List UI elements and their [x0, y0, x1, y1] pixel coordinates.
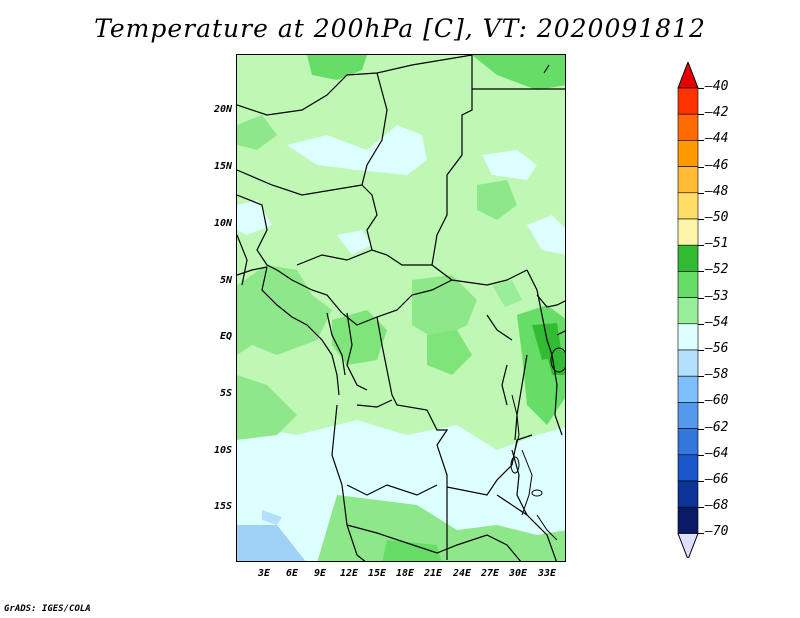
y-tick-label: 5N — [219, 275, 232, 286]
y-tick-label: 10N — [213, 218, 232, 229]
colorbar-tick — [698, 271, 704, 273]
colorbar-segment — [677, 218, 699, 246]
colorbar-segment — [677, 113, 699, 141]
colorbar-tick — [698, 481, 704, 482]
colorbar-label: –66 — [705, 472, 729, 487]
y-tick-label: 10S — [213, 445, 232, 456]
colorbar-tick — [698, 350, 704, 351]
lakes — [510, 64, 565, 541]
colorbar-tick — [698, 166, 704, 168]
colorbar-tick — [698, 376, 704, 378]
colorbar-tick — [698, 219, 704, 220]
colorbar-label: –44 — [705, 131, 729, 147]
y-tick-label: 20N — [213, 104, 232, 115]
colorbar-segment — [677, 428, 699, 456]
colorbar-label: –51 — [705, 236, 729, 252]
colorbar-segment — [677, 87, 699, 115]
colorbar-label: –42 — [705, 105, 729, 121]
x-tick-label: 33E — [537, 568, 557, 579]
colorbar-label: –46 — [705, 157, 729, 173]
colorbar-segment — [677, 297, 699, 325]
colorbar-label: –62 — [705, 419, 729, 435]
colorbar-tick — [698, 323, 704, 325]
colorbar-segment — [677, 402, 699, 429]
colorbar-segment — [677, 271, 699, 298]
y-tick-label: 15N — [213, 161, 232, 172]
country-borders — [237, 55, 565, 561]
colorbar-label: –40 — [705, 79, 729, 94]
colorbar-label: –70 — [705, 524, 729, 540]
colorbar-tick — [698, 402, 704, 404]
colorbar-tick — [698, 114, 704, 116]
colorbar-label: –60 — [705, 393, 729, 409]
x-tick-label: 18E — [395, 568, 415, 579]
colorbar-tick — [698, 140, 704, 142]
x-tick-label: 6E — [285, 568, 299, 579]
colorbar-label: –53 — [705, 288, 729, 304]
map-title: Temperature at 200hPa [C], VT: 202009181… — [94, 14, 706, 43]
x-tick-label: 24E — [452, 568, 472, 579]
temperature-field-map — [237, 55, 565, 561]
footer-credit: GrADS: IGES/COLA — [4, 604, 91, 614]
colorbar — [677, 62, 699, 558]
colorbar-tick — [698, 192, 704, 194]
colorbar-segment — [677, 480, 699, 508]
colorbar-segment — [677, 454, 699, 482]
colorbar-segment — [677, 244, 699, 272]
colorbar-segment — [677, 506, 699, 534]
colorbar-label: –52 — [705, 262, 729, 278]
colorbar-tick — [698, 533, 704, 535]
colorbar-tick — [698, 507, 704, 509]
x-tick-label: 15E — [367, 568, 387, 579]
x-tick-label: 3E — [257, 568, 271, 579]
colorbar-label: –54 — [705, 314, 729, 330]
y-tick-label: 5S — [219, 388, 232, 399]
x-tick-label: 9E — [313, 568, 327, 579]
colorbar-segment — [677, 166, 699, 194]
colorbar-label: –64 — [705, 445, 729, 461]
colorbar-segment — [677, 349, 699, 377]
x-tick-label: 21E — [423, 568, 443, 579]
colorbar-bottom-triangle — [677, 532, 699, 558]
colorbar-tick — [698, 454, 704, 456]
colorbar-label: –50 — [705, 210, 729, 225]
colorbar-segment — [677, 375, 699, 403]
colorbar-top-triangle — [677, 62, 699, 89]
colorbar-tick — [698, 88, 704, 89]
colorbar-tick — [698, 428, 704, 430]
colorbar-segment — [677, 192, 699, 220]
map-panel — [236, 54, 566, 562]
x-tick-label: 30E — [508, 568, 528, 579]
colorbar-tick — [698, 297, 704, 299]
colorbar-label: –68 — [705, 498, 729, 514]
y-tick-label: 15S — [213, 501, 232, 512]
colorbar-label: –56 — [705, 341, 729, 356]
colorbar-label: –58 — [705, 367, 729, 383]
colorbar-label: –48 — [705, 183, 729, 199]
y-tick-label: EQ — [219, 331, 232, 342]
colorbar-segment — [677, 140, 699, 167]
colorbar-segment — [677, 323, 699, 351]
colorbar-tick — [698, 245, 704, 247]
x-tick-label: 27E — [480, 568, 500, 579]
x-tick-label: 12E — [339, 568, 359, 579]
